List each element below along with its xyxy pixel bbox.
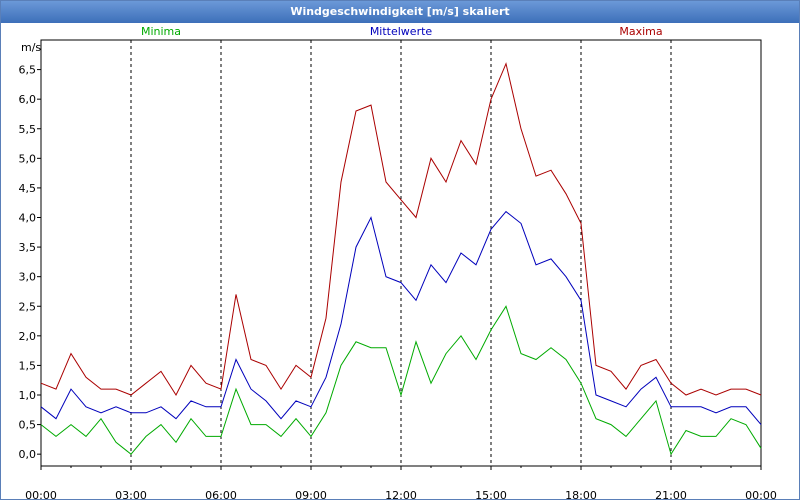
- legend-entry-minima: Minima: [141, 25, 181, 38]
- x-axis-ticks: 00:0008.03.1403:0008.03.1406:0008.03.140…: [25, 466, 777, 499]
- x-tick-time: 09:00: [295, 489, 327, 499]
- y-tick-label: 0,5: [19, 419, 37, 432]
- x-tick-time: 03:00: [115, 489, 147, 499]
- chart-canvas: 0,0 0,5 1,0 1,5 2,0 2,5 3,0 3,5 4,0 4,5 5,0 5,5 6,0 6…: [19, 25, 777, 499]
- y-axis-label: m/s: [21, 41, 41, 54]
- y-tick-label: 6,0: [19, 93, 37, 106]
- legend-entry-maxima: Maxima: [619, 25, 662, 38]
- y-tick-label: 0,0: [19, 448, 37, 461]
- y-tick-label: 3,0: [19, 271, 37, 284]
- x-tick-time: 06:00: [205, 489, 237, 499]
- grid-lines: [130, 40, 672, 466]
- y-tick-label: 4,0: [19, 212, 37, 225]
- x-tick-time: 18:00: [565, 489, 597, 499]
- y-tick-label: 6,5: [19, 64, 37, 77]
- legend: Minima Mittelwerte Maxima: [141, 25, 663, 38]
- x-tick-time: 00:00: [25, 489, 57, 499]
- y-tick-label: 1,5: [19, 359, 37, 372]
- y-axis-ticks: 0,0 0,5 1,0 1,5 2,0 2,5 3,0 3,5 4,0 4,5 5,0 5,5 6,0 6…: [19, 64, 41, 461]
- x-tick-time: 12:00: [385, 489, 417, 499]
- y-tick-label: 1,0: [19, 389, 37, 402]
- x-tick-time: 00:00: [745, 489, 777, 499]
- series-layer: [40, 62, 762, 456]
- legend-entry-mittelwerte: Mittelwerte: [370, 25, 433, 38]
- x-tick-time: 21:00: [655, 489, 687, 499]
- series-line-maxima: [40, 62, 762, 397]
- y-tick-label: 3,5: [19, 241, 37, 254]
- y-tick-label: 2,5: [19, 300, 37, 313]
- window-title: Windgeschwindigkeit [m/s] skaliert: [1, 1, 799, 23]
- series-line-minima: [40, 305, 762, 456]
- y-tick-label: 4,5: [19, 182, 37, 195]
- y-tick-label: 2,0: [19, 330, 37, 343]
- series-line-mittelwerte: [40, 210, 762, 425]
- y-tick-label: 5,5: [19, 123, 37, 136]
- x-tick-time: 15:00: [475, 489, 507, 499]
- y-tick-label: 5,0: [19, 152, 37, 165]
